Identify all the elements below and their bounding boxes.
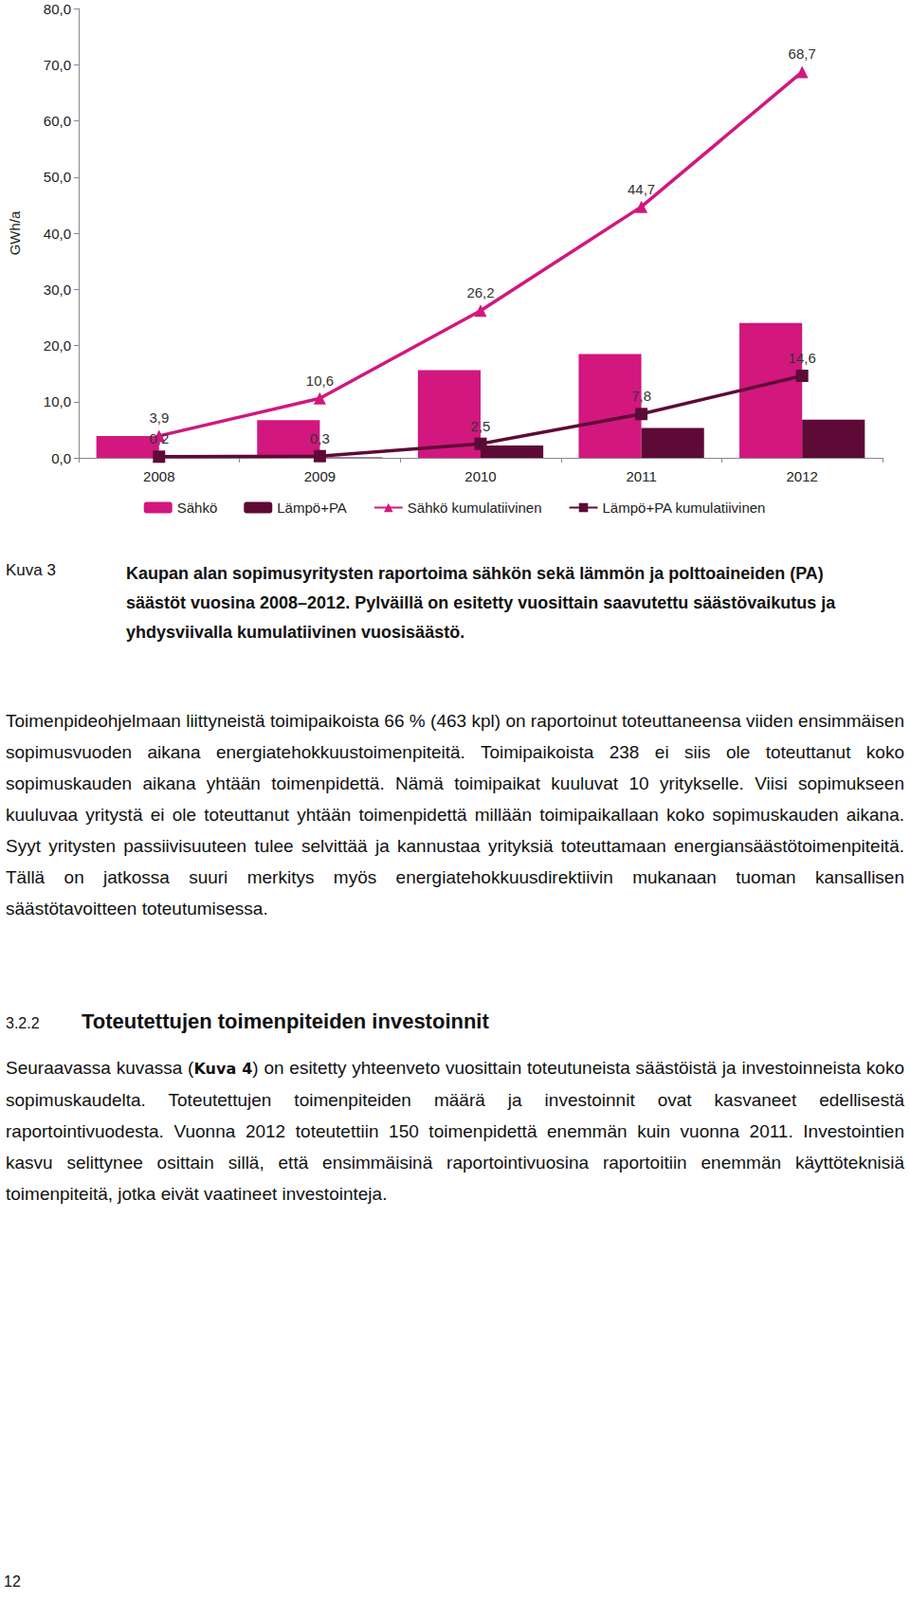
svg-text:3,9: 3,9 <box>148 409 169 426</box>
svg-text:44,7: 44,7 <box>627 181 656 198</box>
svg-text:80,0: 80,0 <box>43 0 72 18</box>
svg-text:2,5: 2,5 <box>471 418 492 435</box>
svg-text:14,6: 14,6 <box>788 349 817 366</box>
svg-text:30,0: 30,0 <box>43 281 72 298</box>
svg-text:50,0: 50,0 <box>43 168 72 185</box>
svg-text:40,0: 40,0 <box>43 225 72 242</box>
html-text:Toteutettujen toimenpiteiden i: Toteutettujen toimenpiteiden investoinni… <box>81 1009 489 1034</box>
svg-text:68,7: 68,7 <box>788 45 817 62</box>
svg-text:7,8: 7,8 <box>631 387 652 404</box>
svg-text:0,0: 0,0 <box>51 450 72 467</box>
svg-text:GWh/a: GWh/a <box>6 210 23 255</box>
html-text:12: 12 <box>3 1573 21 1590</box>
svg-text:Sähkö kumulatiivinen: Sähkö kumulatiivinen <box>407 499 543 516</box>
svg-text:10,6: 10,6 <box>306 372 334 389</box>
svg-text:20,0: 20,0 <box>43 337 72 354</box>
html-text:Toimenpideohjelmaan liittyneis: Toimenpideohjelmaan liittyneistä toimipa… <box>5 710 905 919</box>
svg-text:60,0: 60,0 <box>43 112 72 129</box>
svg-text:70,0: 70,0 <box>43 56 72 73</box>
svg-text:Sähkö: Sähkö <box>177 499 219 516</box>
svg-text:2009: 2009 <box>304 468 336 485</box>
svg-text:Lämpö+PA: Lämpö+PA <box>276 499 347 516</box>
svg-text:26,2: 26,2 <box>466 284 494 301</box>
html-text:Kaupan alan sopimusyritysten r: Kaupan alan sopimusyritysten raportoima … <box>126 564 836 642</box>
svg-text:10,0: 10,0 <box>43 393 72 410</box>
html-text:Kuva 3: Kuva 3 <box>5 561 56 580</box>
svg-text:0,3: 0,3 <box>309 430 330 447</box>
svg-text:Lämpö+PA kumulatiivinen: Lämpö+PA kumulatiivinen <box>602 499 766 516</box>
svg-text:2008: 2008 <box>143 468 175 485</box>
svg-text:0,2: 0,2 <box>148 430 169 447</box>
html-text:3.2.2: 3.2.2 <box>5 1015 40 1032</box>
svg-text:2012: 2012 <box>786 468 819 485</box>
html-text:Seuraavassa kuvassa (Kuva 4) o: Seuraavassa kuvassa (Kuva 4) on esitetty… <box>5 1057 905 1204</box>
svg-text:2010: 2010 <box>464 468 496 485</box>
svg-text:2011: 2011 <box>625 468 656 485</box>
